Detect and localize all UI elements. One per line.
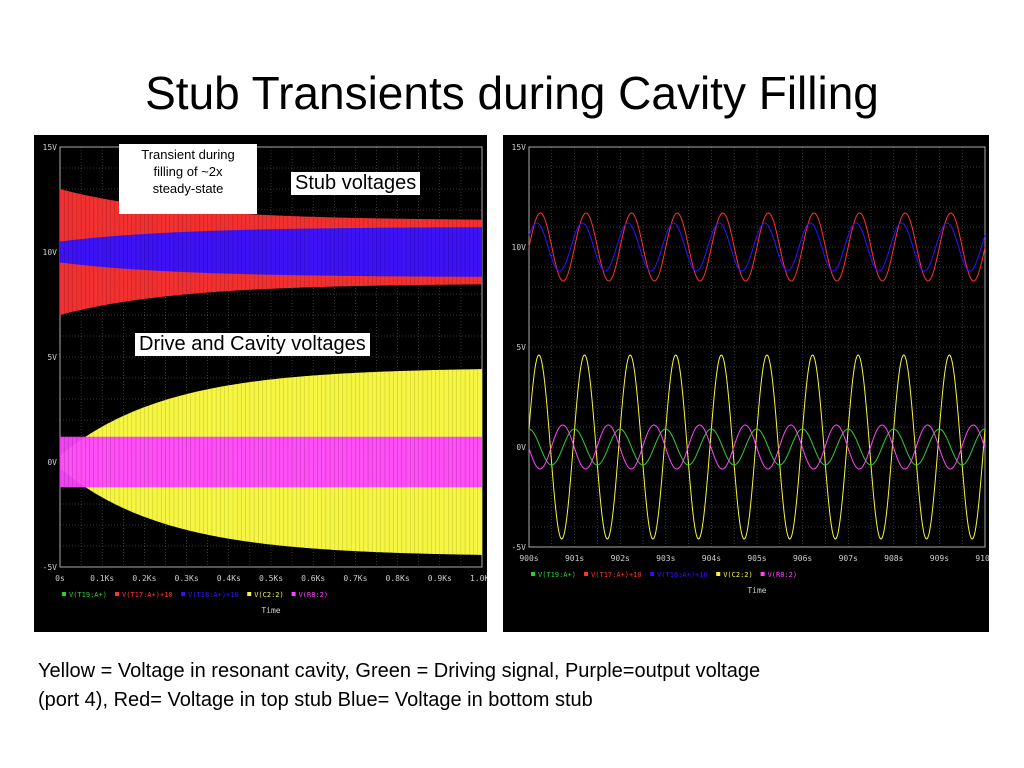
y-tick-label: 10V <box>512 243 527 252</box>
legend-marker <box>531 572 535 576</box>
x-tick-label: 903s <box>656 554 675 563</box>
x-tick-label: 0.9Ks <box>428 574 452 583</box>
y-tick-label: 5V <box>516 343 526 352</box>
x-tick-label: 901s <box>565 554 584 563</box>
x-tick-label: 0.2Ks <box>132 574 156 583</box>
legend-entry: V(T17:A+)+10 <box>122 591 173 599</box>
x-axis-label: Time <box>747 586 766 595</box>
legend-marker <box>716 572 721 576</box>
green-series-line <box>528 428 986 466</box>
x-tick-label: 904s <box>702 554 721 563</box>
callout-line-1: Transient during <box>141 147 235 162</box>
x-axis-label: Time <box>261 606 280 615</box>
x-tick-label: 0.5Ks <box>259 574 283 583</box>
legend-entry: V(R8:2) <box>299 591 329 599</box>
plot-border <box>528 146 986 548</box>
purple-series-line <box>528 424 986 470</box>
legend-marker <box>584 572 589 576</box>
legend-marker <box>62 592 66 596</box>
plot-border <box>59 146 483 568</box>
legend-entry: V(T19:A+) <box>69 591 107 599</box>
legend-marker <box>115 592 120 596</box>
y-tick-label: 0V <box>516 443 526 452</box>
plot-frame: 15V 10V 5V 0V -5V 900s 901s 902s 903s 904s 905s 906… <box>512 143 989 595</box>
legend-marker <box>760 572 765 576</box>
blue-series-line <box>528 222 986 272</box>
x-tick-label: 910s <box>975 554 989 563</box>
caption-line-2: (port 4), Red= Voltage in top stub Blue=… <box>38 689 593 711</box>
x-tick-label: 0.7Ks <box>343 574 367 583</box>
caption-line-1: Yellow = Voltage in resonant cavity, Gre… <box>38 660 761 682</box>
legend-entry: V(T19:A+) <box>538 571 576 579</box>
x-tick-label: 0.4Ks <box>217 574 241 583</box>
x-tick-label: 909s <box>930 554 949 563</box>
y-tick-label: 15V <box>43 143 58 152</box>
x-tick-label: 0.8Ks <box>386 574 410 583</box>
callout-line-3: steady-state <box>152 181 224 196</box>
transient-callout: Transient during filling of ~2x steady-s… <box>119 144 257 214</box>
steady-state-chart: 15V 10V 5V 0V -5V 900s 901s 902s 903s 904s 905s 906… <box>512 143 989 595</box>
legend-marker <box>181 592 186 596</box>
y-tick-label: 5V <box>47 353 57 362</box>
red-series-line <box>528 212 986 282</box>
y-tick-label: -5V <box>43 563 58 572</box>
slide-caption: Yellow = Voltage in resonant cavity, Gre… <box>38 657 998 715</box>
x-tick-label: 0s <box>55 574 65 583</box>
legend-entry: V(T18:A+)+10 <box>657 571 708 579</box>
x-tick-label: 0.3Ks <box>175 574 199 583</box>
y-tick-label: 10V <box>43 248 58 257</box>
x-tick-label: 907s <box>839 554 858 563</box>
stub-voltages-label: Stub voltages <box>291 172 421 195</box>
legend-entry: V(C2:2) <box>723 571 753 579</box>
magenta-output-envelope <box>60 436 482 488</box>
x-tick-label: 908s <box>884 554 903 563</box>
transient-chart: 15V 10V 5V 0V -5V 0s 0.1Ks 0.2Ks 0.3Ks 0.4Ks 0.5Ks… <box>43 143 487 615</box>
legend-entry: V(C2:2) <box>254 591 284 599</box>
legend-marker <box>650 572 655 576</box>
steady-state-chart-panel: 15V 10V 5V 0V -5V 900s 901s 902s 903s 904s 905s 906… <box>503 135 989 632</box>
legend-entry: V(R8:2) <box>768 571 798 579</box>
x-tick-label: 905s <box>747 554 766 563</box>
legend-marker <box>247 592 252 596</box>
y-tick-label: 15V <box>512 143 527 152</box>
y-tick-label: -5V <box>512 543 527 552</box>
slide-title: Stub Transients during Cavity Filling <box>145 67 879 119</box>
x-tick-label: 902s <box>611 554 630 563</box>
legend-entry: V(T17:A+)+10 <box>591 571 642 579</box>
y-tick-label: 0V <box>47 458 57 467</box>
x-tick-label: 0.1Ks <box>90 574 114 583</box>
x-tick-label: 906s <box>793 554 812 563</box>
callout-line-2: filling of ~2x <box>153 164 223 179</box>
drive-cavity-label: Drive and Cavity voltages <box>135 333 370 356</box>
legend-marker <box>291 592 296 596</box>
x-tick-label: 1.0Ks <box>470 574 487 583</box>
x-tick-label: 900s <box>519 554 538 563</box>
blue-stub-envelope <box>60 227 482 277</box>
transient-chart-panel: 15V 10V 5V 0V -5V 0s 0.1Ks 0.2Ks 0.3Ks 0.4Ks 0.5Ks… <box>34 135 487 632</box>
x-tick-label: 0.6Ks <box>301 574 325 583</box>
legend-entry: V(T18:A+)+10 <box>188 591 239 599</box>
